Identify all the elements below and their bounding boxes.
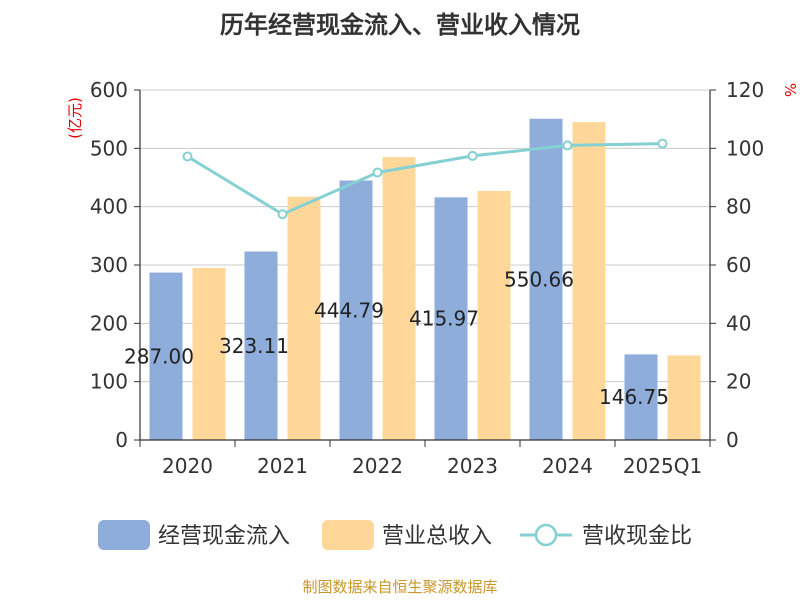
chart-title: 历年经营现金流入、营业收入情况 xyxy=(220,11,580,39)
ratio-point xyxy=(657,138,668,149)
legend-cash-inflow-swatch xyxy=(98,520,150,550)
y-right-tick-label: 20 xyxy=(726,370,751,394)
data-labels: 287.00 323.11 444.79 415.97 550.66 146.75 xyxy=(124,267,669,409)
y-right-tick-label: 120 xyxy=(726,78,764,102)
y-axis-left-unit: (亿元) xyxy=(66,97,84,139)
x-tick-label: 2021 xyxy=(257,454,308,478)
bar-revenue xyxy=(287,196,321,440)
x-tick-label: 2025Q1 xyxy=(623,454,702,478)
x-tick-label: 2022 xyxy=(352,454,403,478)
ratio-line-path xyxy=(186,142,663,216)
y-left-tick-label: 100 xyxy=(90,370,128,394)
axes: 0 100 200 300 400 500 600 0 20 40 60 80 100 120 2020 20… xyxy=(90,78,764,478)
x-tick-label: 2024 xyxy=(542,454,593,478)
x-tick-label: 2023 xyxy=(447,454,498,478)
legend: 经营现金流入 营业总收入 营收现金比 xyxy=(98,520,692,550)
source-note: 制图数据来自恒生聚源数据库 xyxy=(302,578,497,596)
bar-revenue xyxy=(667,355,701,440)
bar-revenue xyxy=(572,122,606,440)
bar-cash-inflow xyxy=(339,180,373,440)
y-right-tick-label: 60 xyxy=(726,253,751,277)
ratio-point xyxy=(372,167,383,178)
legend-cash-inflow-label: 经营现金流入 xyxy=(158,524,290,549)
bar-data-label: 415.97 xyxy=(409,307,479,331)
y-left-tick-label: 400 xyxy=(90,195,128,219)
y-left-tick-label: 200 xyxy=(90,311,128,335)
y-right-tick-label: 100 xyxy=(726,136,764,160)
y-right-tick-label: 80 xyxy=(726,195,751,219)
y-left-tick-label: 500 xyxy=(90,136,128,160)
ratio-point xyxy=(467,150,478,161)
y-right-tick-label: 0 xyxy=(726,428,739,452)
bar-data-label: 323.11 xyxy=(219,334,289,358)
bar-cash-inflow xyxy=(624,354,658,440)
bar-data-label: 146.75 xyxy=(599,385,669,409)
ratio-line xyxy=(182,138,668,220)
y-right-tick-label: 40 xyxy=(726,311,751,335)
gridlines xyxy=(140,89,710,441)
bar-revenue xyxy=(192,267,226,440)
bar-cash-inflow xyxy=(434,197,468,440)
legend-revenue-swatch xyxy=(322,520,374,550)
y-left-tick-label: 600 xyxy=(90,78,128,102)
y-axis-right-unit: % xyxy=(781,83,799,97)
bar-data-label: 287.00 xyxy=(124,344,194,368)
bar-cash-inflow xyxy=(149,272,183,440)
bar-revenue xyxy=(477,190,511,440)
ratio-point xyxy=(562,140,573,151)
ratio-point xyxy=(277,209,288,220)
legend-ratio-label: 营收现金比 xyxy=(582,524,692,549)
ratio-point xyxy=(182,151,193,162)
bars xyxy=(149,118,701,441)
legend-ratio-swatch-marker xyxy=(534,523,558,547)
y-left-tick-label: 0 xyxy=(115,428,128,452)
legend-revenue-label: 营业总收入 xyxy=(382,524,492,549)
bar-data-label: 444.79 xyxy=(314,298,384,322)
bar-cash-inflow xyxy=(244,251,278,440)
bar-cash-inflow xyxy=(529,118,563,440)
bar-revenue xyxy=(382,157,416,441)
bar-data-label: 550.66 xyxy=(504,267,574,291)
x-tick-label: 2020 xyxy=(162,454,213,478)
y-left-tick-label: 300 xyxy=(90,253,128,277)
